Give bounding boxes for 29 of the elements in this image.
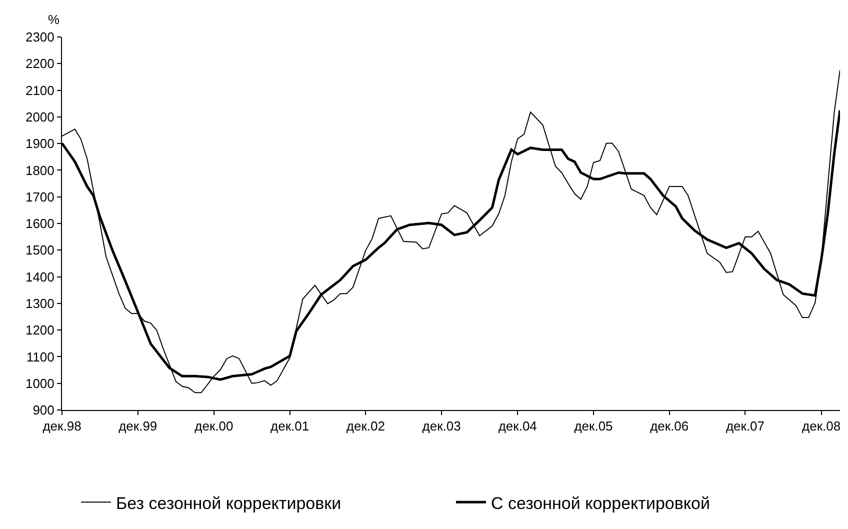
x-tick-label: дек.01 bbox=[270, 418, 310, 434]
y-tick-label: 1300 bbox=[25, 296, 54, 311]
y-tick-label: 2300 bbox=[25, 30, 54, 45]
x-tick-label: дек.05 bbox=[574, 418, 613, 434]
y-tick-label: 1700 bbox=[25, 189, 54, 204]
x-tick-label: дек.02 bbox=[346, 418, 385, 434]
y-tick-label: 1900 bbox=[25, 136, 54, 152]
x-tick-label: дек.00 bbox=[194, 418, 234, 434]
y-tick-label: 1600 bbox=[25, 216, 54, 232]
legend-label: С сезонной корректировкой bbox=[491, 494, 710, 513]
y-tick-label: 900 bbox=[32, 402, 54, 418]
x-tick-label: дек.98 bbox=[42, 418, 82, 434]
x-tick-label: дек.07 bbox=[726, 418, 765, 434]
y-tick-label: 2100 bbox=[25, 82, 54, 98]
x-tick-label: дек.03 bbox=[422, 418, 461, 434]
x-tick-label: дек.99 bbox=[118, 418, 158, 434]
x-tick-label: дек.08 bbox=[802, 418, 841, 434]
y-tick-label: 1000 bbox=[25, 376, 54, 391]
y-tick-label: 1400 bbox=[25, 269, 54, 284]
y-tick-label: 1500 bbox=[25, 242, 54, 258]
y-tick-label: 1800 bbox=[25, 162, 54, 178]
y-tick-label: 2200 bbox=[25, 56, 54, 72]
y-tick-label: 2000 bbox=[25, 109, 54, 124]
x-tick-label: дек.06 bbox=[650, 418, 689, 434]
x-tick-label: дек.04 bbox=[498, 418, 537, 434]
y-tick-label: 1200 bbox=[25, 322, 54, 338]
y-axis-title: % bbox=[48, 12, 60, 27]
y-tick-label: 1100 bbox=[26, 349, 54, 364]
legend-label: Без сезонной корректировки bbox=[116, 494, 342, 513]
